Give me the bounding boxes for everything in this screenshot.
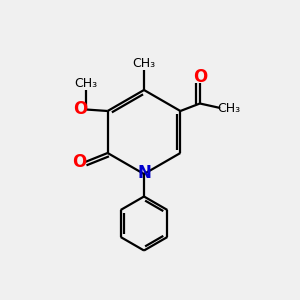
Text: CH₃: CH₃ (217, 101, 240, 115)
Text: CH₃: CH₃ (74, 77, 98, 90)
Text: O: O (193, 68, 207, 85)
Text: CH₃: CH₃ (132, 56, 156, 70)
Text: N: N (138, 164, 152, 182)
Text: O: O (74, 100, 88, 118)
Text: O: O (73, 153, 87, 171)
